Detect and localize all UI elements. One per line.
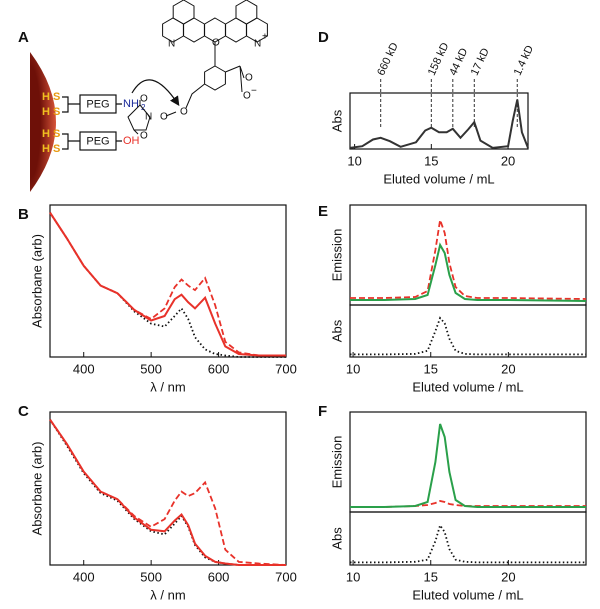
panel-label: E [318, 203, 328, 220]
data-line [349, 99, 529, 149]
x-tick-label: 600 [208, 361, 230, 376]
y-axis-label: Absorbane (arb) [29, 234, 44, 328]
data-line [350, 316, 586, 356]
x-tick-label: 400 [73, 569, 95, 584]
plot-frame [349, 411, 587, 513]
x-axis-label: λ / nm [150, 379, 185, 394]
atom: O [243, 91, 251, 102]
x-tick-label: 20 [501, 361, 515, 376]
plot-frame [49, 204, 287, 358]
annotation-label: 1.4 kD [512, 44, 536, 78]
x-axis-label: Eluted volume / mL [383, 171, 494, 186]
x-tick-label: 500 [140, 569, 162, 584]
atom: O [180, 107, 188, 118]
atom: N [168, 39, 175, 50]
bond [127, 42, 245, 135]
atom: O [245, 73, 253, 84]
panel-label: F [318, 403, 327, 420]
x-tick-label: 400 [73, 361, 95, 376]
bond [116, 103, 122, 142]
molecule [127, 0, 268, 135]
plot-frame [49, 411, 287, 566]
x-tick-label: 600 [208, 569, 230, 584]
y-axis-label: Abs [329, 319, 344, 342]
atom: N [145, 112, 152, 123]
y-axis-label: Abs [329, 109, 344, 132]
panel-label: D [318, 29, 329, 46]
thiol-h: H [42, 91, 50, 103]
x-tick-label: 15 [424, 361, 438, 376]
y-axis-label: Abs [329, 527, 344, 550]
x-tick-label: 500 [140, 361, 162, 376]
thiol-s: S [53, 91, 60, 103]
x-tick-label: 15 [424, 569, 438, 584]
plot-frame [349, 511, 587, 566]
amine-subscript: 2 [141, 103, 146, 112]
data-line [350, 219, 587, 300]
reaction-arrow [131, 79, 180, 106]
ring [204, 65, 226, 91]
plot-frame [349, 304, 587, 358]
x-tick-label: 10 [346, 569, 360, 584]
atom: O [160, 112, 168, 123]
thiol-h: H [42, 106, 50, 118]
atom: O [140, 131, 148, 142]
thiol-s: S [53, 106, 60, 118]
panel-label: A [18, 29, 29, 46]
panel-label: B [18, 206, 29, 223]
thiol-h: H [42, 128, 50, 140]
ring [225, 17, 247, 43]
x-tick-label: 20 [501, 153, 515, 168]
x-axis-label: Eluted volume / mL [412, 587, 523, 602]
hydroxyl-label: OH [123, 135, 140, 147]
linker [62, 96, 80, 150]
x-tick-label: 700 [275, 569, 297, 584]
x-axis-label: Eluted volume / mL [412, 379, 523, 394]
x-tick-label: 10 [346, 361, 360, 376]
data-line [49, 419, 286, 566]
thiol-s: S [53, 143, 60, 155]
nanoparticle [30, 52, 56, 192]
amine-label: NH [123, 98, 139, 110]
x-tick-label: 20 [501, 569, 515, 584]
data-line [49, 212, 286, 357]
annotation-label: 44 kD [447, 46, 470, 77]
atom: N [254, 39, 261, 50]
x-tick-label: 10 [347, 153, 361, 168]
data-line [49, 212, 286, 357]
y-axis-label: Emission [329, 229, 344, 282]
data-line [350, 423, 586, 508]
x-tick-label: 700 [275, 361, 297, 376]
data-line [49, 419, 286, 566]
diagram-a: A H S H S H S H S PEG PEG NH 2 OH N N + … [18, 0, 268, 192]
plot-frame [349, 204, 587, 306]
atom: O [212, 38, 220, 49]
peg-label: PEG [86, 98, 109, 110]
ring [246, 17, 268, 43]
y-axis-label: Emission [329, 436, 344, 489]
data-line [49, 212, 286, 358]
data-line [49, 419, 287, 566]
panel-label: C [18, 403, 29, 420]
atom: + [262, 32, 268, 43]
atom: − [251, 86, 257, 97]
peg-label: PEG [86, 135, 109, 147]
x-tick-label: 15 [424, 153, 438, 168]
data-line [350, 242, 587, 302]
ring [183, 17, 205, 43]
x-axis-label: λ / nm [150, 587, 185, 602]
y-axis-label: Absorbane (arb) [29, 442, 44, 536]
atom: O [140, 94, 148, 105]
thiol-h: H [42, 143, 50, 155]
thiol-s: S [53, 128, 60, 140]
annotation-label: 17 kD [469, 46, 492, 77]
data-line [350, 523, 586, 564]
plot-frame [349, 92, 529, 150]
annotation-label: 660 kD [375, 41, 401, 78]
